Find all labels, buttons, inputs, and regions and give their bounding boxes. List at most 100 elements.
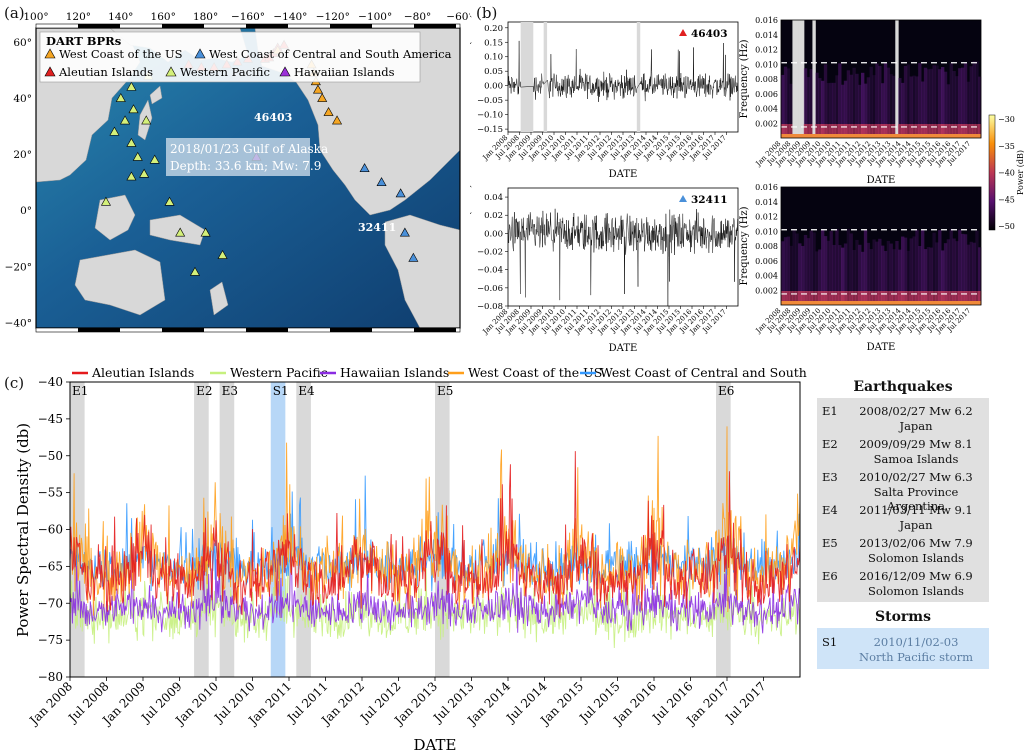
spec-lowfreq (841, 124, 845, 138)
spec-column (806, 238, 811, 305)
spec-column (858, 244, 862, 305)
event-line2: Salta Province Argentina (873, 485, 959, 513)
event-id: S1 (822, 635, 838, 649)
spec-column (929, 247, 933, 305)
spec-column (789, 245, 793, 305)
spec-lowfreq (875, 124, 879, 138)
spec-column (832, 82, 836, 138)
spec-lowfreq (821, 291, 825, 305)
station-triangle (132, 151, 143, 161)
spec-ytick-label: 0.006 (755, 90, 778, 99)
spec-lowfreq (843, 124, 848, 138)
spec-lowfreq (826, 291, 831, 305)
station-triangle (115, 92, 126, 102)
spec-lowfreq (815, 291, 819, 305)
spec-lowfreq (972, 124, 976, 138)
spec-lowfreq (966, 291, 971, 305)
spec-column (972, 242, 976, 305)
spec-gap (895, 20, 899, 138)
y-tick-label: −0.06 (477, 284, 503, 294)
station-triangle (100, 196, 111, 206)
lon-tick-label: −60° (446, 11, 470, 23)
spec-column (806, 77, 811, 138)
spec-ytick-label: 0.002 (755, 286, 778, 295)
station-triangle (312, 84, 323, 94)
lon-tick-label: −140° (273, 11, 307, 23)
spec-lowfreq (812, 291, 816, 305)
y-tick-label: −45 (38, 412, 63, 426)
event-line1: 2016/12/09 Mw 6.9 (859, 569, 973, 583)
station-triangle (139, 168, 150, 178)
spec-lowfreq (923, 291, 928, 305)
spec-column (861, 251, 865, 305)
spec-lowfreq (795, 291, 799, 305)
spec-column (841, 84, 845, 138)
spec-frame (780, 19, 982, 139)
spec-column (829, 82, 833, 138)
y-tick-label: 0.10 (484, 53, 503, 63)
spec-column (866, 77, 871, 138)
spec-lowfreq (838, 291, 842, 305)
spec-column (978, 247, 982, 305)
spec-lowfreq (958, 291, 962, 305)
series-line (69, 451, 801, 617)
spec-column (843, 243, 848, 305)
spec-lowfreq (912, 124, 916, 138)
panel-label-a: (a) (4, 4, 25, 22)
spec-gap (801, 20, 805, 138)
spec-xlabel: DATE (867, 342, 896, 353)
event-line2: Solomon Islands (868, 551, 964, 565)
spec-column (958, 68, 962, 138)
colorbar-tick-label: −50 (998, 222, 1015, 231)
spec-lowfreq (978, 124, 982, 138)
spec-lowfreq (806, 124, 811, 138)
spec-lowfreq (781, 291, 785, 305)
lon-tick-label: 100° (23, 11, 48, 23)
event-line2: Solomon Islands (868, 584, 964, 598)
spec-column (786, 68, 791, 138)
event-line1: 2009/09/29 Mw 8.1 (859, 437, 973, 451)
spec-lowfreq (946, 124, 951, 138)
station-triangle (359, 163, 370, 172)
spec-lowfreq (858, 124, 862, 138)
spec-lowfreq (892, 291, 896, 305)
legend-triangle (194, 48, 206, 59)
spec-lowfreq (892, 124, 896, 138)
spec-column (963, 234, 968, 305)
spec-gap (812, 20, 816, 138)
colorbar-tick-label: −35 (998, 142, 1015, 151)
spec-lowfreq (941, 124, 945, 138)
spec-column (903, 65, 908, 138)
event-line1: 2010/11/02-03 (873, 635, 959, 649)
spec-column (898, 78, 902, 138)
data-gap (543, 22, 548, 132)
spec-column (803, 234, 808, 305)
spec-column (869, 66, 873, 138)
spec-column (815, 72, 819, 138)
spec-lowfreq (792, 291, 796, 305)
spec-column (918, 245, 922, 305)
spec-lowfreq (878, 291, 882, 305)
lon-tick-label: −120° (316, 11, 350, 23)
spec-ytick-label: 0.006 (755, 257, 778, 266)
spec-column (958, 229, 962, 305)
spec-lowfreq (958, 124, 962, 138)
data-gap (636, 22, 641, 132)
spec-column (881, 245, 885, 305)
y-tick-label: −55 (38, 486, 63, 500)
spec-lowfreq (818, 291, 822, 305)
spectrogram-32411: 0.016 0.014 0.012 0.010 0.008 0.006 0.004 0.002… (739, 183, 982, 353)
spec-lowfreq (975, 291, 979, 305)
spec-column (875, 241, 879, 305)
spec-column (938, 229, 942, 305)
event-id: E3 (822, 470, 838, 484)
colorbar-tick-label: −45 (998, 195, 1015, 204)
spec-lowfreq (943, 124, 948, 138)
spec-column (832, 244, 836, 305)
spec-lowfreq (972, 291, 976, 305)
spec-column (798, 243, 802, 305)
station-triangle (109, 126, 120, 136)
spec-lowfreq (883, 124, 888, 138)
station-triangle (175, 227, 186, 237)
